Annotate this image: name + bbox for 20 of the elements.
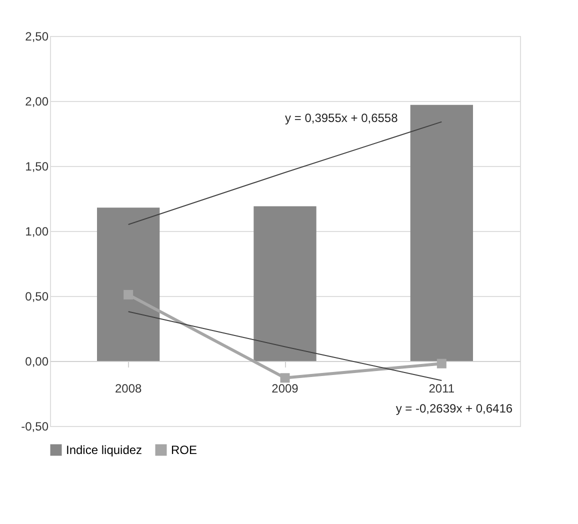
annotation: y = 0,3955x + 0,6558 — [285, 110, 398, 125]
y-tick-label: 0,00 — [25, 354, 49, 368]
y-tick-label: -0,50 — [21, 420, 49, 434]
annotation: y = -0,2639x + 0,6416 — [396, 401, 513, 416]
y-tick-label: 0,50 — [25, 290, 49, 304]
x-tick-label: 2008 — [114, 382, 142, 396]
y-tick-label: 2,00 — [25, 94, 49, 108]
x-tick-label: 2009 — [272, 382, 299, 396]
legend-label: ROE — [171, 443, 198, 457]
y-tick-label: 1,00 — [25, 224, 49, 238]
legend-label: Indice liquidez — [66, 443, 142, 457]
point — [280, 373, 290, 383]
bar — [410, 104, 473, 361]
y-tick-label: 1,50 — [25, 160, 49, 174]
bar — [254, 206, 316, 361]
bar — [97, 208, 160, 361]
point — [124, 290, 134, 300]
x-tick-label: 2011 — [428, 382, 455, 396]
y-tick-label: 2,50 — [25, 30, 49, 44]
point — [436, 358, 446, 368]
